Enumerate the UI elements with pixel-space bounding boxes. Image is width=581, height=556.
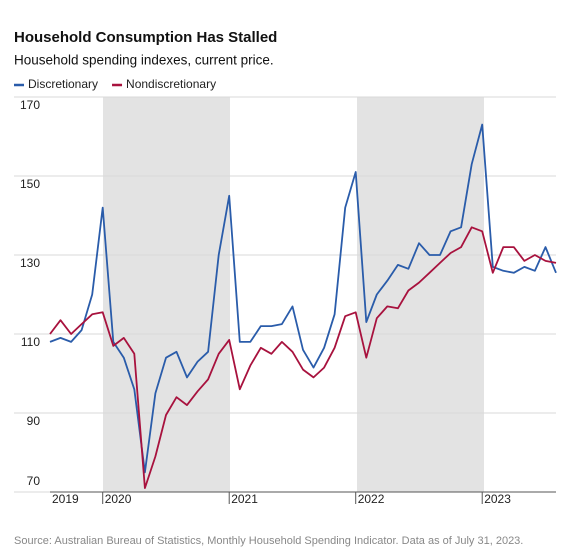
y-tick-label: 130 xyxy=(20,256,40,270)
y-tick-label: 170 xyxy=(20,98,40,112)
y-tick-label: 90 xyxy=(27,414,41,428)
source-note: Source: Australian Bureau of Statistics,… xyxy=(14,535,523,547)
chart-subtitle: Household spending indexes, current pric… xyxy=(14,53,274,68)
chart-title: Household Consumption Has Stalled xyxy=(14,29,277,46)
y-tick-label: 150 xyxy=(20,177,40,191)
x-tick-label: 2019 xyxy=(52,492,79,506)
y-tick-label: 110 xyxy=(21,335,40,349)
legend-label: Nondiscretionary xyxy=(126,77,216,91)
x-tick-label: 2022 xyxy=(358,492,385,506)
x-tick-label: 2020 xyxy=(105,492,132,506)
x-tick-label: 2023 xyxy=(484,492,511,506)
shaded-period xyxy=(103,97,230,492)
x-tick-label: 2021 xyxy=(231,492,258,506)
shaded-period xyxy=(357,97,484,492)
y-tick-label: 70 xyxy=(27,474,41,488)
series-line xyxy=(49,226,557,489)
series-line xyxy=(49,123,557,474)
legend-label: Discretionary xyxy=(28,77,98,91)
